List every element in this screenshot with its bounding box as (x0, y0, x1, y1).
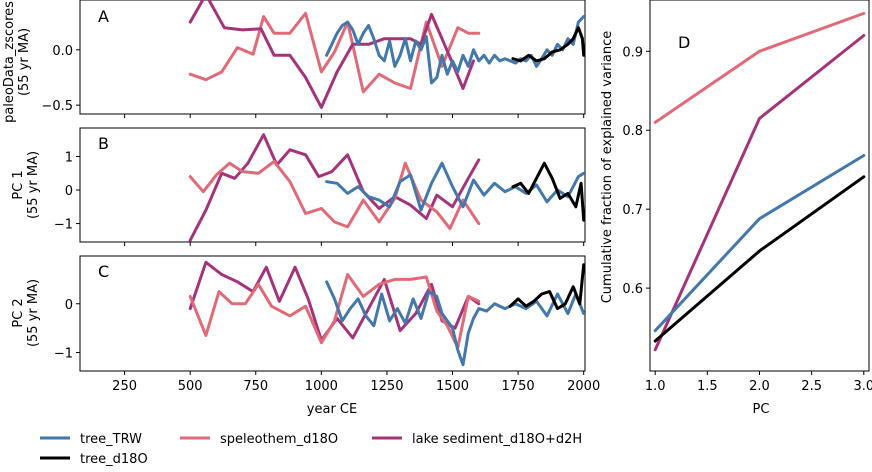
panel-c-xlabel: year CE (307, 402, 357, 417)
panel-d-xtick-label: 3.0 (853, 379, 872, 394)
panel-a-ytick-label: 0.0 (52, 44, 73, 59)
panel-c-xtick-label: 2000 (567, 379, 600, 394)
panel-c-ytick-label: 0 (65, 298, 73, 313)
panel-d-xtick-label: 1.0 (645, 379, 666, 394)
panel-b-ylabel-line2: (55 yr MA) (26, 151, 41, 219)
panel-c-series-tree-d18o (508, 263, 585, 311)
panel-d-series-tree-d18o (653, 175, 866, 343)
panel-b: −1 0 1 B PC 1 (55 yr MA) (11, 127, 586, 246)
panel-d-series-lake-sediment-d18o-d2h (653, 34, 866, 352)
panel-c-ylabel-line2: (55 yr MA) (26, 279, 41, 347)
panel-d-ylabel: Cumulative fraction of explained varianc… (600, 31, 615, 304)
panel-a: −0.5 0.0 A paleoData_zscores (55 yr MA) (2, 0, 586, 123)
panel-c-letter: C (98, 262, 109, 281)
panel-a-frame (79, 0, 586, 115)
panel-b-plot-area: −1 0 1 (54, 133, 585, 246)
panel-d-xlabel: PC (753, 402, 770, 417)
panel-d-letter: D (678, 33, 690, 52)
panel-d-series-speleothem-d18o (653, 11, 866, 124)
panel-d-xtick-label: 2.5 (801, 379, 822, 394)
panel-d-ytick-label: 0.6 (622, 282, 643, 297)
panel-a-ylabel-line2: (55 yr MA) (17, 28, 32, 96)
panel-d-series-tree-trw (653, 154, 866, 333)
panel-c-xtick-label: 500 (178, 379, 203, 394)
panel-c-xtick-label: 250 (112, 379, 137, 394)
panel-c-xtick-label: 1500 (436, 379, 469, 394)
panel-d-ytick-label: 0.9 (622, 45, 643, 60)
panel-b-frame (79, 127, 586, 243)
panel-a-series-lake-sediment-d18o-d2h (188, 0, 475, 109)
panel-b-series-speleothem-d18o (188, 160, 481, 231)
panel-c-xtick-label: 1250 (370, 379, 403, 394)
panel-d-xtick-label: 1.5 (697, 379, 718, 394)
legend-entry-speleothem: speleothem_d18O (180, 432, 338, 447)
panel-d-xtick-label: 2.0 (749, 379, 770, 394)
panel-c-series-tree-trw (325, 280, 585, 367)
panel-b-ytick-label: 0 (65, 184, 73, 199)
panel-a-ytick-label: −0.5 (41, 99, 73, 114)
legend-label-speleothem: speleothem_d18O (220, 432, 338, 447)
panel-d-plot-area: 1.0 1.5 2.0 2.5 3.0 0.6 0.7 0.8 0.9 (622, 11, 872, 394)
legend-entry-tree-trw: tree_TRW (40, 432, 142, 447)
panel-d-ytick-label: 0.7 (622, 203, 643, 218)
legend-label-lake-sediment: lake sediment_d18O+d2H (412, 432, 582, 447)
panel-a-plot-area: −0.5 0.0 (41, 0, 585, 118)
legend-label-tree-d18o: tree_d18O (80, 452, 148, 467)
panel-b-series-lake-sediment-d18o-d2h (188, 133, 481, 242)
panel-c-series-speleothem-d18o (188, 273, 481, 350)
panel-b-ytick-label: 1 (65, 151, 73, 166)
panel-c-series-lake-sediment-d18o-d2h (188, 260, 481, 342)
panel-a-series-speleothem-d18o (188, 11, 481, 94)
panel-d-ytick-label: 0.8 (622, 124, 643, 139)
panel-b-ytick-label: −1 (54, 218, 73, 233)
panel-b-series-tree-d18o (511, 161, 585, 222)
legend-label-tree-trw: tree_TRW (80, 432, 142, 447)
legend-entry-tree-d18o: tree_d18O (40, 452, 148, 467)
panel-a-ylabel-line1: paleoData_zscores (2, 1, 17, 123)
panel-c-xtick-label: 1000 (305, 379, 338, 394)
panel-c-plot-area: 250 500 750 1000 1250 1500 1750 2000 −1 0 (54, 260, 600, 394)
panel-b-letter: B (98, 134, 109, 153)
panel-c-ytick-label: −1 (54, 346, 73, 361)
panel-c-xtick-label: 1750 (502, 379, 535, 394)
panel-b-series-tree-trw (325, 161, 585, 212)
panel-a-letter: A (98, 7, 109, 26)
panel-c-ylabel-line1: PC 2 (11, 298, 26, 327)
panel-b-ylabel-line1: PC 1 (11, 170, 26, 199)
panel-c-xtick-label: 750 (243, 379, 268, 394)
legend: tree_TRW speleothem_d18O lake sediment_d… (40, 432, 582, 467)
legend-entry-lake-sediment: lake sediment_d18O+d2H (372, 432, 582, 447)
panel-c-frame (79, 255, 586, 372)
panel-c: 250 500 750 1000 1250 1500 1750 2000−10 C PC 2 … (11, 255, 600, 417)
panel-a-series-tree-d18o (511, 26, 585, 63)
panel-d: 1.0 1.5 2.0 2.5 3.0 0.6 0.7 0.8 0.9 D Cumulative… (600, 0, 872, 417)
